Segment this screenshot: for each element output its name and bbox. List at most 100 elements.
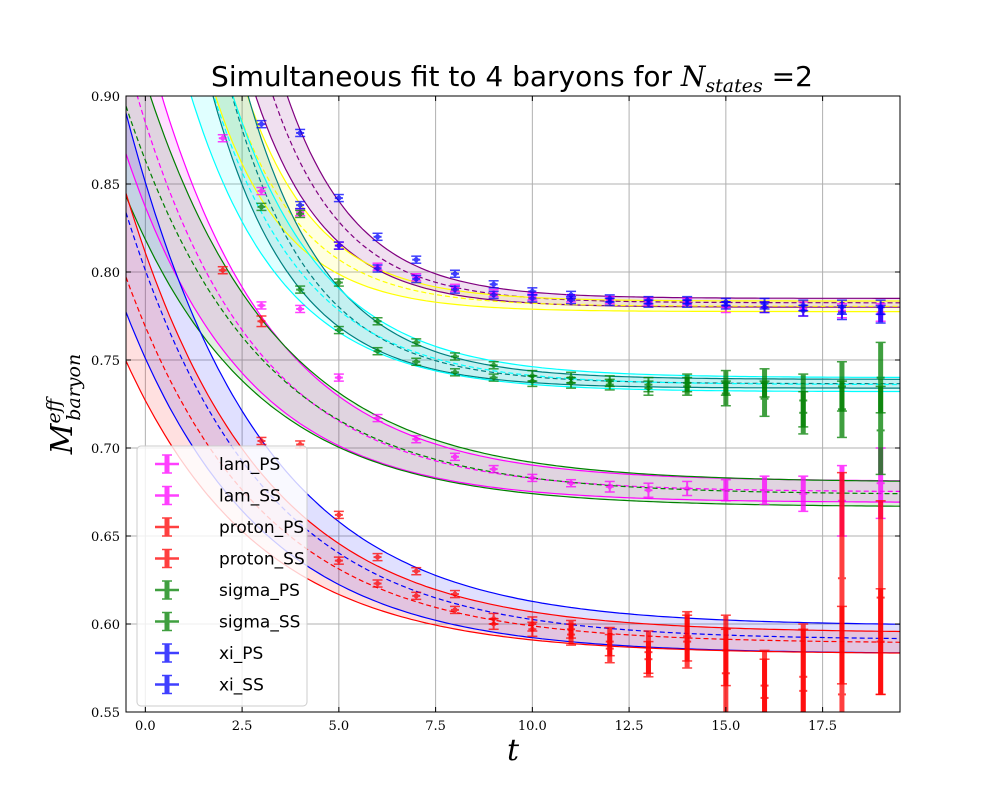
data-point <box>372 264 383 273</box>
fit-lower-4 <box>126 153 900 503</box>
data-point <box>256 436 267 446</box>
data-point <box>759 658 770 712</box>
data-point <box>411 274 422 284</box>
data-point <box>372 413 383 423</box>
data-point <box>643 482 654 499</box>
data-point <box>411 591 422 601</box>
legend-label: sigma_PS <box>219 581 300 601</box>
data-point <box>449 352 460 361</box>
y-tick-label: 0.75 <box>91 354 120 369</box>
data-point <box>488 464 499 474</box>
data-point <box>836 304 847 321</box>
data-point <box>488 361 499 370</box>
data-point <box>604 633 615 664</box>
fit-central-5 <box>126 105 900 495</box>
data-point <box>682 299 693 308</box>
fit-bands <box>126 96 900 654</box>
data-point <box>720 478 731 502</box>
data-point <box>643 299 654 308</box>
x-tick-label: 2.5 <box>232 719 253 734</box>
legend-label: xi_SS <box>219 676 264 696</box>
data-point <box>372 579 383 588</box>
data-point <box>333 325 344 335</box>
data-point <box>604 480 615 493</box>
data-point <box>682 376 693 396</box>
legend-label: proton_SS <box>219 550 305 570</box>
data-point <box>720 628 731 712</box>
x-tick-label: 5.0 <box>329 719 350 734</box>
y-tick-label: 0.70 <box>91 442 120 457</box>
y-tick-label: 0.90 <box>91 90 120 105</box>
data-point <box>449 269 460 279</box>
data-point <box>333 241 344 250</box>
data-point <box>798 304 809 317</box>
fit-upper-3 <box>232 96 900 378</box>
legend-label: sigma_SS <box>219 613 300 633</box>
x-tick-label: 17.5 <box>808 719 837 734</box>
legend-label: proton_PS <box>219 518 304 538</box>
data-point <box>333 193 344 203</box>
legend-item <box>155 517 179 537</box>
fit-central-1 <box>232 96 900 307</box>
data-point <box>256 119 267 129</box>
data-point <box>449 368 460 377</box>
data-point <box>449 452 460 462</box>
legend-item <box>155 548 179 569</box>
x-tick-label: 0.0 <box>135 719 156 734</box>
data-point <box>372 317 383 326</box>
fit-upper-6 <box>126 112 900 625</box>
x-tick-label: 12.5 <box>615 719 644 734</box>
data-point <box>759 380 770 418</box>
legend-item <box>155 643 179 663</box>
x-axis-label: t <box>507 733 520 768</box>
y-tick-label: 0.80 <box>91 266 120 281</box>
data-point <box>875 304 886 324</box>
x-tick-label: 15.0 <box>711 719 740 734</box>
data-point <box>798 628 809 712</box>
fit-lower-1 <box>214 96 900 313</box>
legend-item <box>155 454 179 474</box>
legend-label: xi_PS <box>219 644 263 664</box>
y-tick-label: 0.65 <box>91 530 120 545</box>
fit-lower-2 <box>212 96 900 389</box>
data-point <box>527 375 538 388</box>
data-point <box>411 566 422 576</box>
data-point <box>449 285 460 294</box>
data-point <box>682 480 693 497</box>
fit-upper-5 <box>149 96 900 482</box>
legend-item <box>155 580 179 600</box>
y-tick-label: 0.85 <box>91 178 120 193</box>
data-point <box>875 385 886 476</box>
x-axis: 0.0 2.5 5.0 7.5 10.0 12.5 15.0 17.5 <box>135 96 837 734</box>
data-point <box>295 209 306 219</box>
legend-label: lam_SS <box>219 487 281 507</box>
data-point <box>217 133 228 143</box>
legend-item <box>155 485 179 506</box>
fit-lower-5 <box>126 195 900 507</box>
plot-frame <box>125 95 901 713</box>
data-point <box>566 295 577 305</box>
fit-lower-3 <box>190 96 900 393</box>
data-point <box>643 630 654 675</box>
data-point <box>217 265 228 275</box>
data-point <box>643 380 654 396</box>
data-point <box>333 278 344 287</box>
data-point <box>566 623 577 646</box>
x-tick-label: 10.0 <box>518 719 547 734</box>
data-point <box>372 232 383 242</box>
data-point <box>798 475 809 513</box>
data-point <box>720 301 731 310</box>
fit-upper-2 <box>247 96 900 380</box>
legend: lam_PS lam_SS proton_PS proton_SS sigma_PSsi… <box>136 445 308 707</box>
data-point <box>488 280 499 289</box>
data-point <box>256 301 267 310</box>
data-point <box>333 556 344 565</box>
series-proton_SS <box>256 436 886 712</box>
data-point <box>875 588 886 696</box>
fit-upper-1 <box>246 96 900 302</box>
legend-label: lam_PS <box>219 455 280 475</box>
series-sigma_SS <box>295 285 886 476</box>
y-tick-label: 0.55 <box>91 706 120 721</box>
data-point <box>566 376 577 389</box>
data-point <box>372 346 383 356</box>
